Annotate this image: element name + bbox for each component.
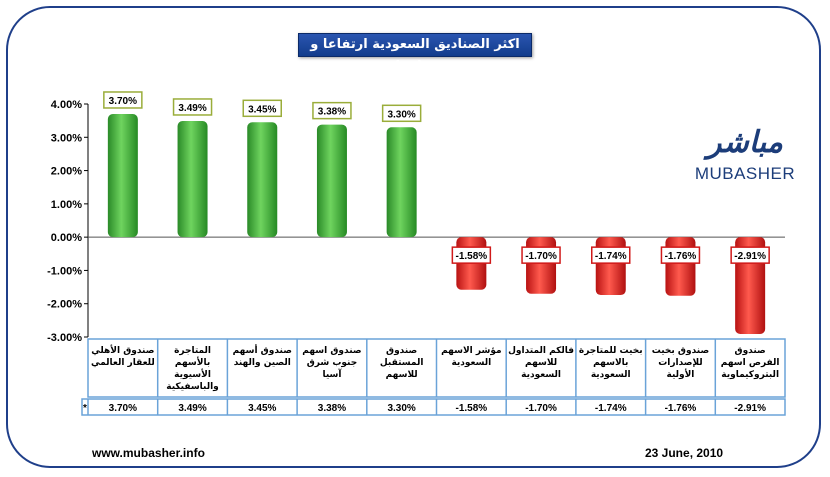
table-value: 3.49%: [178, 403, 206, 414]
data-label-box: [591, 246, 631, 264]
table-value: -1.74%: [595, 403, 627, 414]
footer-date: 23 June, 2010: [645, 446, 724, 460]
data-label-box: [312, 101, 352, 120]
table-value: -2.91%: [734, 403, 766, 414]
category-label: صندوق الأهلي للعقار العالمي: [91, 344, 155, 368]
y-axis: 4.00% 3.00% 2.00% 1.00% 0.00% -1.00% -2.00% -3.…: [47, 99, 785, 344]
category-label: صندوق اسهم جنوب شرق آسيا: [302, 346, 361, 380]
table-value: 3.70%: [109, 403, 137, 414]
category-label: فالكم المتداول للاسهم السعودية: [508, 346, 574, 380]
category-label: المتاجرة بالأسهم الأسيوية والباسفيكية: [166, 346, 218, 392]
data-table: * صندوق الأهلي للعقار العالمي 3.70% المتاجرة…: [81, 338, 786, 416]
table-value: -1.76%: [665, 403, 697, 414]
data-labels: 3.70% 3.49% 3.45% 3.38% 3.30% -1.58% -1.70% -1.…: [103, 91, 770, 264]
data-label-box: [730, 246, 770, 264]
y-tick-label: -1.00%: [47, 265, 82, 277]
data-label: -2.91%: [734, 251, 766, 262]
category-label: مؤشر الاسهم السعودية: [441, 346, 501, 368]
data-label-box: [242, 99, 282, 118]
data-label: -1.70%: [525, 251, 557, 262]
data-label-box: [103, 91, 143, 109]
data-label-box: [381, 104, 422, 123]
data-label: -1.74%: [595, 251, 627, 262]
y-tick-label: 2.00%: [51, 166, 82, 178]
table-value: -1.70%: [525, 403, 557, 414]
y-tick-label: 0.00%: [51, 232, 82, 244]
bar: [595, 237, 626, 296]
y-tick-label: -2.00%: [47, 299, 82, 311]
table-value: -1.58%: [456, 403, 488, 414]
footer-url[interactable]: www.mubasher.info: [92, 446, 205, 460]
bar: [316, 124, 347, 238]
bar: [247, 122, 278, 238]
value-row: [81, 398, 786, 416]
category-label: صندوق المستقبل للاسهم: [380, 346, 424, 380]
bar: [526, 237, 557, 294]
data-label-box: [172, 98, 213, 116]
bars: [107, 113, 766, 335]
data-label: 3.45%: [248, 104, 276, 115]
y-tick-label: 3.00%: [51, 132, 82, 144]
data-label: -1.58%: [456, 251, 488, 262]
table-marker: *: [83, 403, 87, 414]
data-label: -1.76%: [665, 251, 697, 262]
chart-title: اكثر الصناديق السعودية ارتفاعا و تراجعا: [298, 33, 532, 74]
bar: [386, 127, 417, 238]
data-label-box: [660, 246, 701, 264]
y-tick-label: 1.00%: [51, 199, 82, 211]
y-tick-label: 4.00%: [51, 99, 82, 111]
category-label: صندوق أسهم الصين والهند: [233, 344, 292, 368]
data-label-box: [521, 246, 561, 264]
category-label: بخيت للمتاجرة بالاسهم السعودية: [579, 346, 643, 380]
data-label: 3.70%: [109, 96, 137, 107]
data-label-box: [451, 246, 492, 264]
mubasher-logo: مباشر MUBASHER: [690, 128, 800, 188]
logo-arabic-text: مباشر: [707, 125, 783, 160]
data-label: 3.49%: [178, 103, 206, 114]
y-tick-label: -3.00%: [47, 332, 82, 344]
category-label: صندوق بخيت للإصدارات الأولية: [652, 346, 709, 380]
table-value: 3.45%: [248, 403, 276, 414]
logo-english-text: MUBASHER: [694, 164, 796, 183]
table-value: 3.30%: [387, 403, 415, 414]
category-label: صندوق الفرص اسهم البتروكيماوية: [721, 346, 780, 380]
table-value: 3.38%: [318, 403, 346, 414]
data-label: 3.38%: [318, 107, 346, 118]
bar: [177, 120, 208, 238]
bar: [665, 237, 696, 296]
data-label: 3.30%: [387, 109, 415, 120]
bar: [107, 113, 138, 238]
